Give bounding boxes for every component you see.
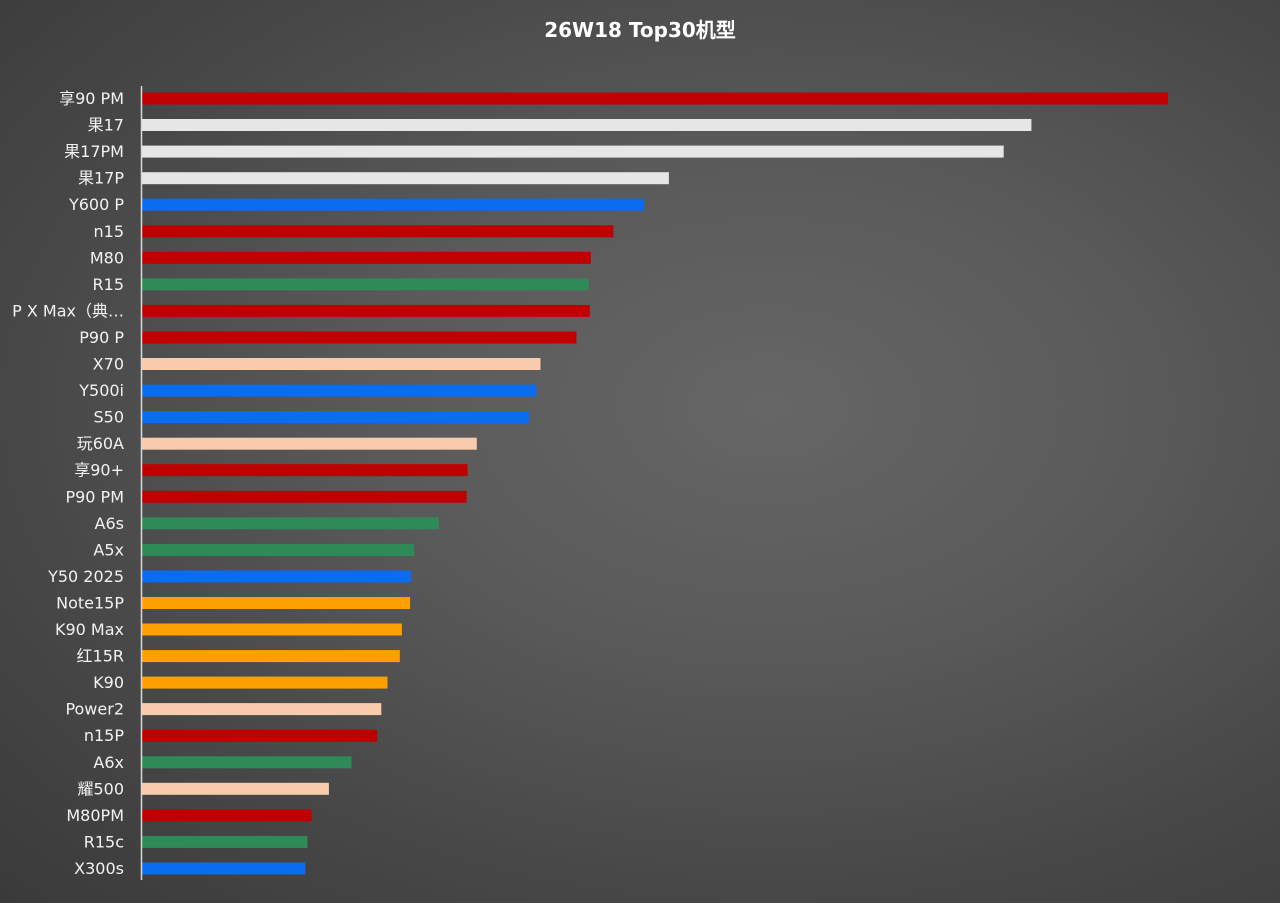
bar [141, 437, 477, 450]
bar [141, 304, 590, 317]
category-label: Y600 P [68, 195, 124, 214]
category-label: M80PM [66, 806, 124, 825]
category-label: 果17 [88, 116, 124, 135]
bar [141, 172, 669, 185]
category-label: A6s [95, 514, 124, 533]
category-label: M80 [90, 248, 124, 267]
bar [141, 278, 589, 291]
category-label: K90 Max [55, 620, 124, 639]
category-label: X300s [74, 859, 124, 878]
bar [141, 756, 352, 769]
category-label: A5x [93, 540, 124, 559]
bar [141, 384, 537, 397]
category-label: X70 [93, 355, 124, 374]
category-label: 享90+ [74, 461, 124, 480]
bar [141, 623, 402, 636]
bar [141, 92, 1168, 105]
category-label: A6x [93, 753, 124, 772]
bar [141, 358, 541, 370]
bar [141, 251, 591, 264]
chart-title: 26W18 Top30机型 [544, 18, 736, 42]
bar [141, 225, 614, 238]
category-label: R15 [93, 275, 124, 294]
bar [141, 782, 329, 795]
bar [141, 703, 382, 716]
bar [141, 198, 645, 211]
category-label: Y500i [78, 381, 124, 400]
bar [141, 543, 415, 556]
bar [141, 119, 1032, 131]
category-label: 享90 PM [59, 89, 124, 108]
category-label: Note15P [56, 594, 124, 613]
bar [141, 331, 577, 344]
bar [141, 809, 312, 822]
bar [141, 145, 1004, 158]
bar [141, 676, 388, 689]
bar [141, 570, 412, 583]
category-label: P90 P [79, 328, 124, 347]
bar [141, 490, 467, 503]
bar [141, 464, 468, 477]
category-label: Y50 2025 [47, 567, 124, 586]
category-label: 玩60A [77, 434, 124, 453]
category-label: 果17PM [64, 142, 124, 161]
category-label: n15 [94, 222, 125, 241]
category-label: Power2 [65, 700, 124, 719]
category-label: 果17P [78, 169, 124, 188]
category-label: 耀500 [77, 779, 124, 798]
bar [141, 862, 306, 875]
category-label: n15P [84, 726, 125, 745]
category-label: K90 [93, 673, 124, 692]
category-label: S50 [93, 408, 124, 427]
category-labels-group: 享90 PM 果17 果17PM 果17P Y600 P n15 M80 R15 P X Max… [12, 89, 124, 878]
bar [141, 517, 439, 530]
category-label: 红15R [77, 647, 124, 666]
category-label: P X Max（典… [12, 301, 124, 320]
category-label: P90 PM [65, 487, 124, 506]
bar [141, 411, 530, 424]
bar [141, 650, 400, 663]
bars-group [141, 92, 1168, 875]
bar [141, 597, 411, 609]
bar [141, 835, 308, 848]
category-label: R15c [84, 832, 124, 851]
bar [141, 729, 378, 742]
